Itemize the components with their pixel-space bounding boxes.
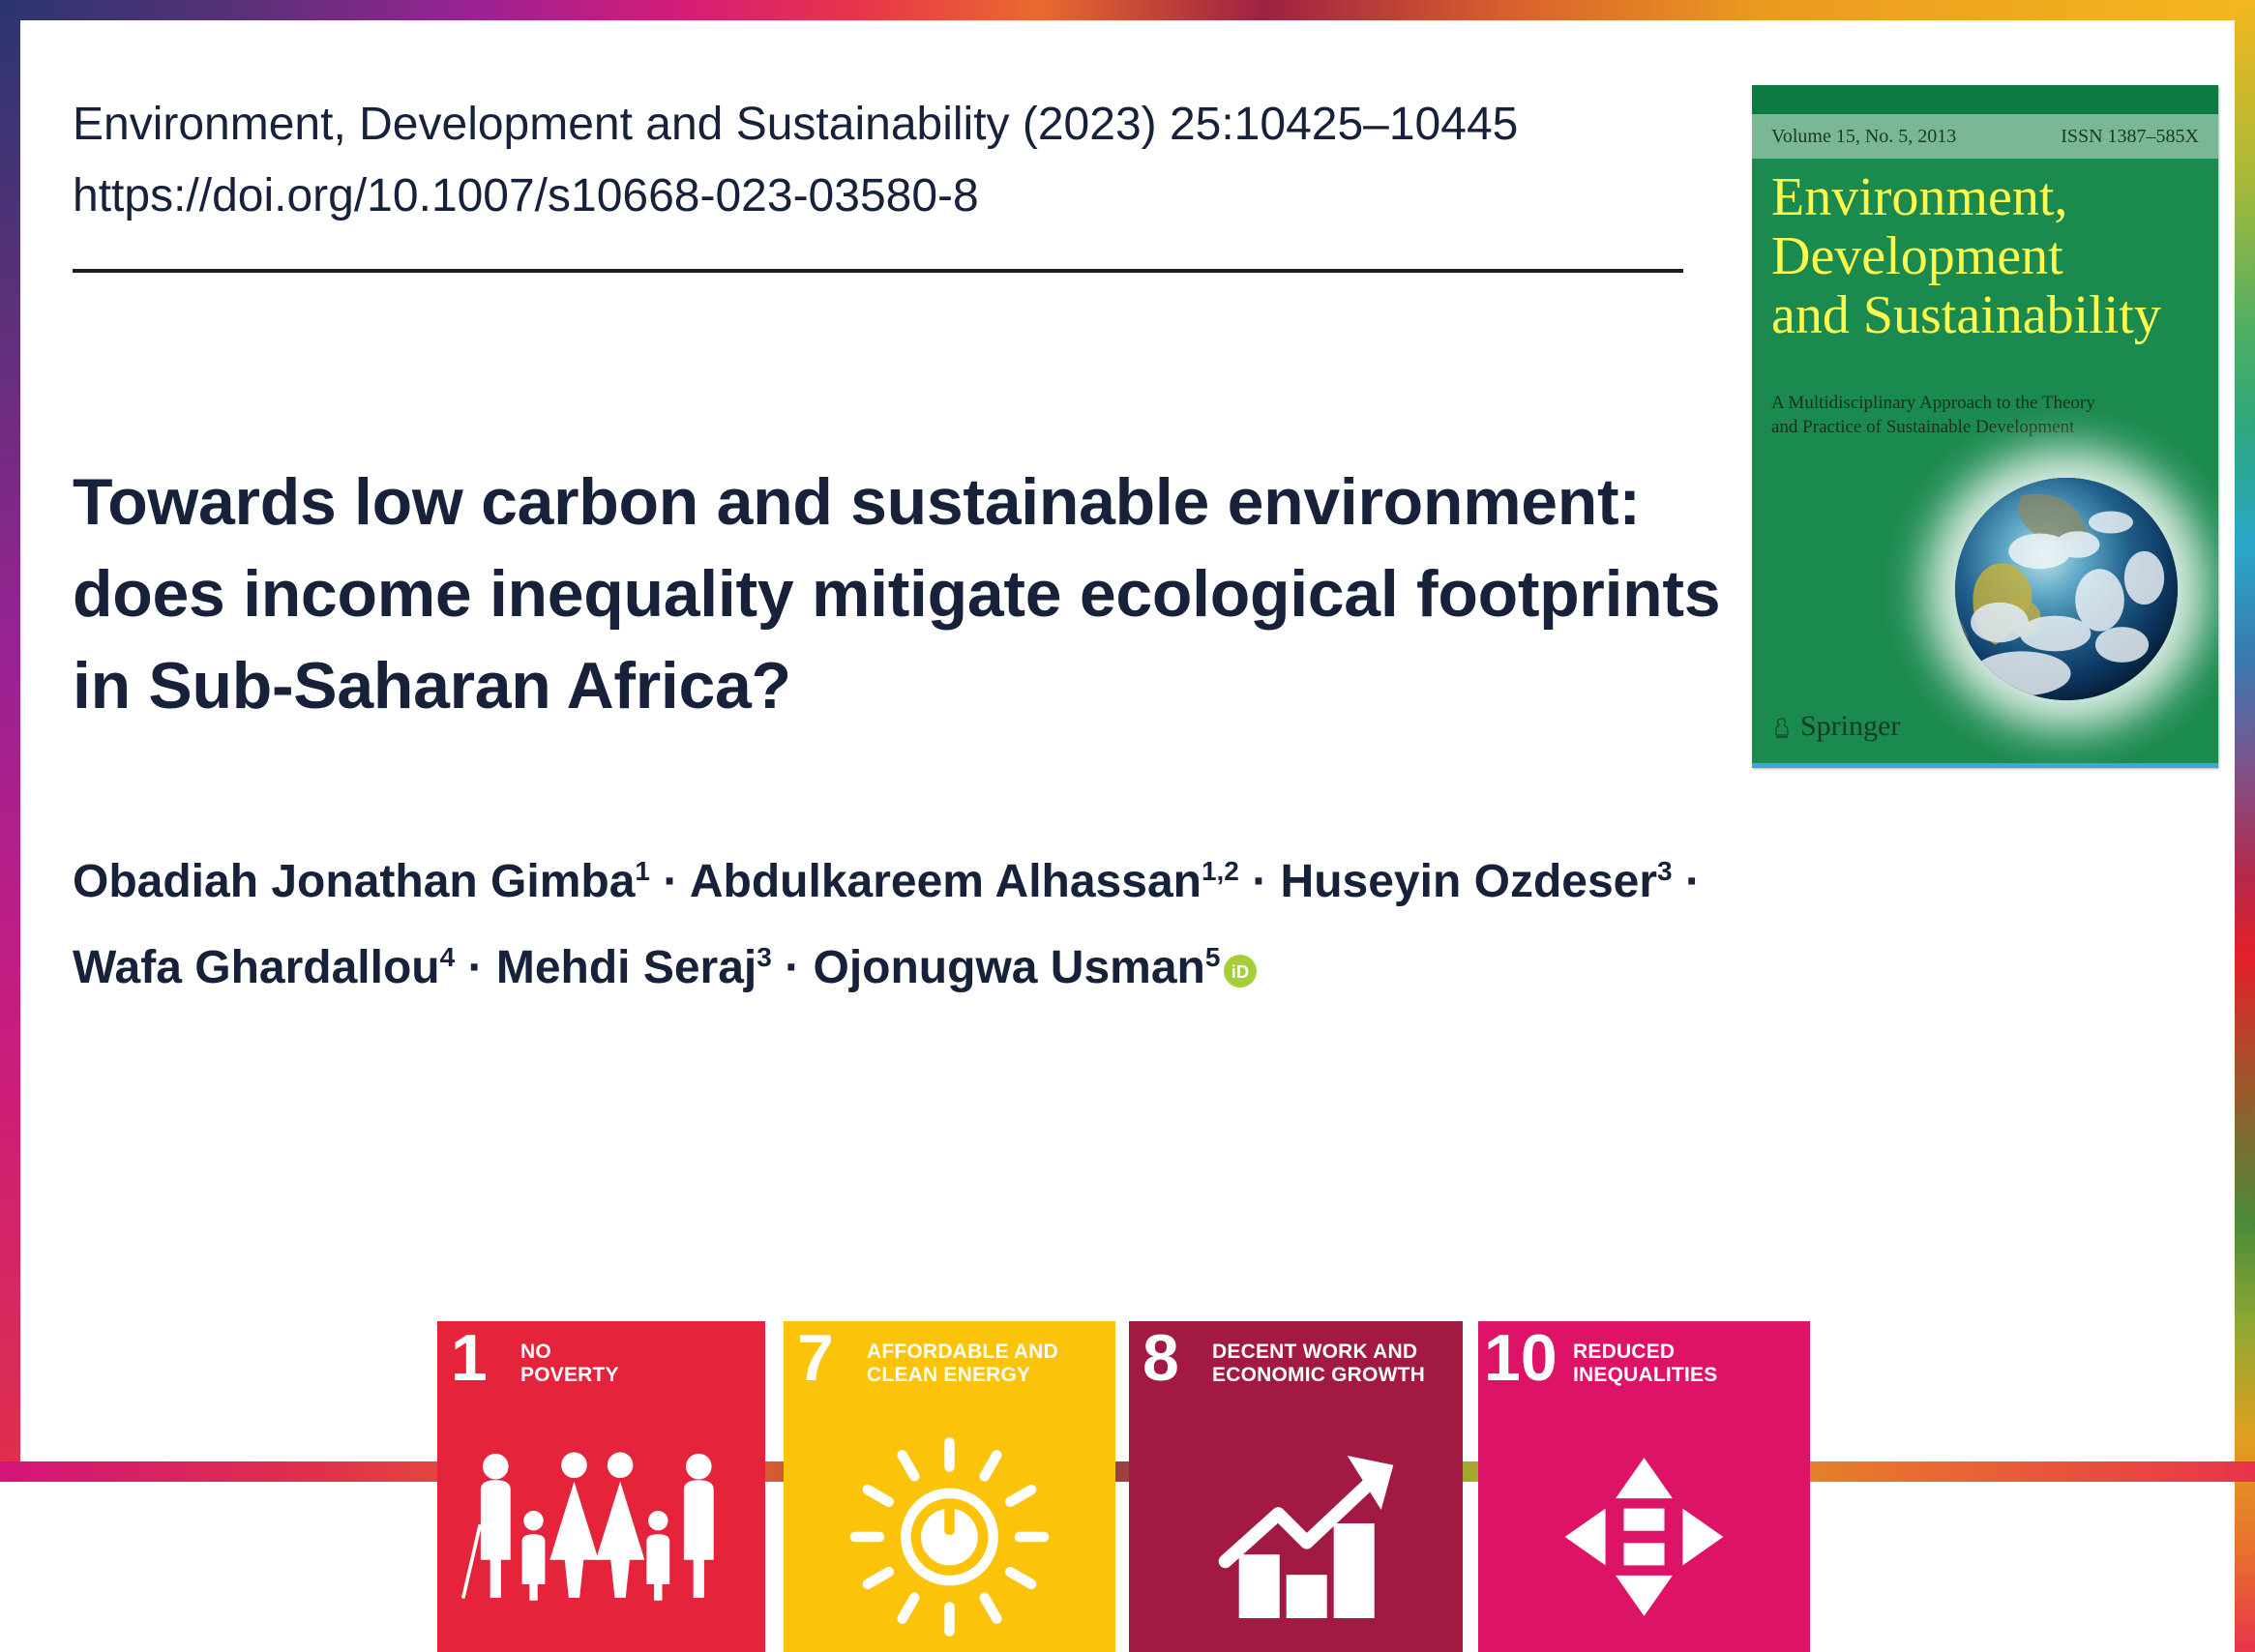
- svg-text:iD: iD: [1231, 961, 1249, 982]
